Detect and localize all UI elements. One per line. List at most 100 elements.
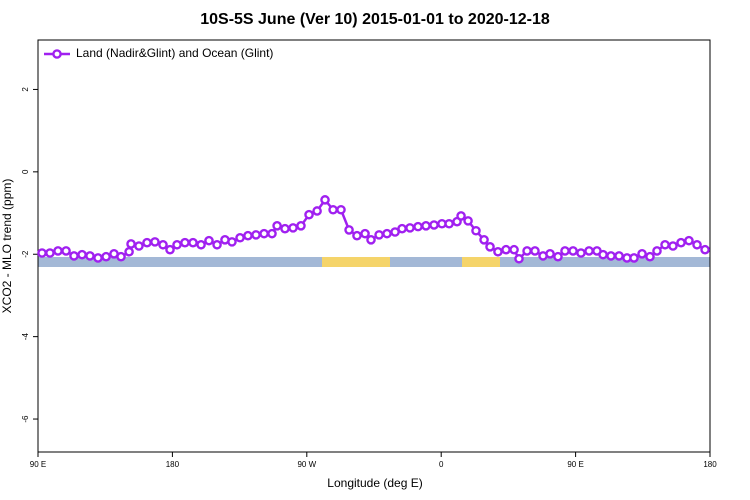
x-tick-label: 90 W	[297, 460, 316, 469]
data-point	[405, 223, 415, 233]
data-point	[429, 220, 439, 230]
data-point	[272, 221, 282, 231]
data-point	[158, 239, 168, 250]
data-point	[479, 235, 489, 245]
data-point	[598, 249, 608, 260]
data-point	[584, 246, 594, 256]
data-point	[116, 251, 126, 262]
data-point	[212, 239, 222, 250]
data-point	[37, 248, 47, 258]
data-point	[576, 248, 586, 258]
data-point	[180, 237, 190, 248]
data-point	[652, 246, 662, 256]
data-point	[196, 239, 206, 250]
data-point	[227, 237, 237, 247]
data-point	[288, 223, 298, 233]
x-axis-label: Longitude (deg E)	[327, 476, 422, 490]
data-point	[124, 246, 134, 257]
data-point	[382, 228, 392, 239]
data-point	[553, 251, 563, 262]
y-axis-label: XCO2 - MLO trend (ppm)	[0, 179, 14, 314]
x-tick-label: 180	[703, 460, 717, 469]
x-tick-label: 90 E	[30, 460, 46, 469]
data-point	[259, 228, 269, 239]
data-point	[336, 204, 346, 215]
data-point	[150, 237, 160, 247]
data-point	[485, 242, 495, 252]
data-point	[637, 249, 647, 259]
data-point	[304, 209, 314, 220]
x-tick-label: 90 E	[567, 460, 583, 469]
data-point	[93, 253, 103, 263]
y-tick-label: -6	[21, 415, 30, 423]
data-point	[142, 237, 152, 248]
data-point	[344, 225, 354, 235]
data-point	[188, 237, 198, 248]
data-point	[366, 235, 376, 245]
data-point	[204, 235, 214, 246]
data-point	[77, 249, 87, 260]
data-point	[85, 251, 95, 261]
data-point	[509, 244, 519, 255]
data-point	[126, 239, 136, 249]
data-point	[328, 204, 338, 215]
data-point	[530, 246, 540, 256]
data-point	[320, 195, 330, 205]
data-point	[629, 253, 639, 263]
data-point	[471, 225, 481, 236]
data-point	[374, 230, 384, 240]
data-point	[645, 251, 655, 262]
data-point	[397, 223, 407, 234]
data-point	[614, 251, 624, 261]
data-point	[606, 251, 616, 261]
data-point	[134, 241, 144, 251]
data-point	[560, 246, 570, 256]
data-point	[235, 232, 245, 243]
data-point	[463, 216, 473, 226]
data-point	[69, 251, 79, 261]
data-point	[165, 244, 175, 255]
data-point	[413, 221, 423, 232]
legend-label: Land (Nadir&Glint) and Ocean (Glint)	[76, 46, 273, 60]
plot-frame	[37, 39, 711, 453]
data-point	[676, 237, 686, 248]
data-point	[501, 244, 511, 255]
data-point	[53, 246, 63, 256]
x-tick-label: 0	[439, 460, 444, 469]
chart-title: 10S-5S June (Ver 10) 2015-01-01 to 2020-…	[200, 11, 550, 28]
data-point	[444, 218, 454, 229]
legend-marker	[52, 49, 62, 59]
data-point	[668, 241, 678, 251]
data-point	[684, 235, 694, 246]
data-point	[61, 246, 71, 256]
x-tick-label: 180	[166, 460, 180, 469]
data-point	[172, 239, 182, 250]
data-point	[456, 211, 466, 221]
y-tick-label: -2	[21, 250, 30, 258]
data-point	[360, 228, 370, 239]
land-band	[462, 257, 500, 267]
data-point	[568, 246, 578, 256]
data-point	[280, 223, 290, 234]
data-point	[514, 253, 524, 264]
data-point	[545, 249, 555, 259]
data-point	[267, 228, 277, 239]
data-point	[692, 239, 702, 250]
data-point	[522, 246, 532, 256]
y-tick-label: 0	[21, 169, 30, 174]
y-tick-label: -4	[21, 333, 30, 341]
data-point	[296, 221, 306, 231]
data-point	[421, 221, 431, 231]
data-point	[352, 230, 362, 241]
data-point	[243, 230, 253, 241]
data-point	[101, 251, 111, 262]
data-point	[312, 206, 322, 216]
data-point	[660, 239, 670, 250]
data-point	[493, 246, 503, 257]
data-point	[45, 248, 55, 258]
land-ocean-strip	[38, 257, 710, 267]
data-point	[251, 230, 261, 240]
land-band	[322, 257, 390, 267]
y-tick-label: 2	[21, 87, 30, 92]
